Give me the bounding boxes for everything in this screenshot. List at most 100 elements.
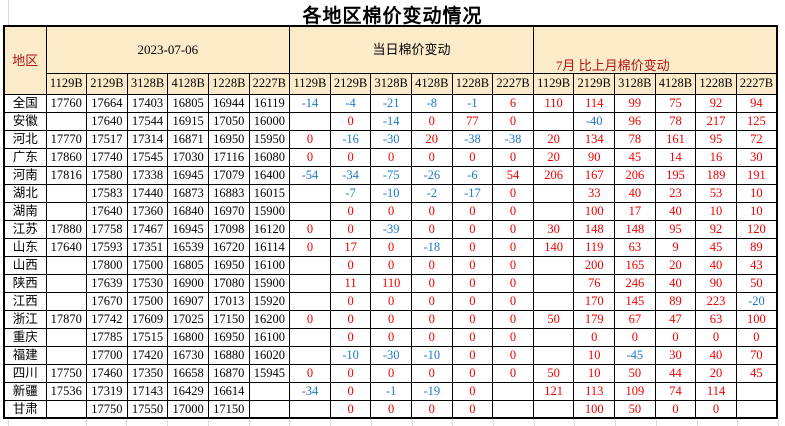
region-cell: 江苏 bbox=[3, 219, 47, 239]
monthly-change-cell: 223 bbox=[695, 291, 737, 311]
daily-change-cell: -10 bbox=[329, 345, 372, 365]
monthly-change-cell: 119 bbox=[573, 237, 616, 257]
daily-change-cell: 0 bbox=[492, 363, 534, 383]
daily-change-cell: -21 bbox=[370, 93, 412, 113]
daily-change-cell bbox=[289, 273, 331, 293]
daily-change-cell: -26 bbox=[410, 165, 453, 185]
price-cell: 17544 bbox=[126, 111, 169, 131]
daily-change-cell: 0 bbox=[329, 147, 372, 167]
price-cell: 17030 bbox=[167, 147, 209, 167]
daily-change-cell bbox=[289, 183, 331, 203]
monthly-change-cell: 40 bbox=[695, 255, 737, 275]
table-row: 山东 17640 17593 17351 16539 16720 16114 0 17 0 -18 0… bbox=[3, 237, 778, 257]
region-cell: 浙江 bbox=[3, 309, 47, 329]
excel-gridline bbox=[533, 420, 535, 426]
monthly-change-cell: 30 bbox=[532, 219, 575, 239]
monthly-change-cell: 167 bbox=[573, 165, 616, 185]
price-cell: 16800 bbox=[167, 327, 209, 347]
monthly-change-cell: 45 bbox=[614, 147, 656, 167]
price-cell: 16805 bbox=[167, 93, 209, 113]
monthly-change-cell: 40 bbox=[695, 345, 737, 365]
daily-change-cell: -30 bbox=[370, 345, 412, 365]
daily-change-cell: 0 bbox=[451, 255, 494, 275]
table-body: 全国 17760 17664 17403 16805 16944 16119 -14 -4 -21… bbox=[3, 93, 778, 419]
monthly-change-cell: 76 bbox=[573, 273, 616, 293]
region-cell: 甘肃 bbox=[3, 399, 47, 419]
daily-change-cell: 0 bbox=[451, 309, 494, 329]
daily-change-cell: 0 bbox=[451, 291, 494, 311]
price-cell: 17860 bbox=[45, 147, 88, 167]
monthly-change-cell: 191 bbox=[735, 165, 778, 185]
monthly-change-cell: 67 bbox=[614, 309, 656, 329]
daily-change-cell: 0 bbox=[451, 219, 494, 239]
daily-change-cell: 0 bbox=[289, 147, 331, 167]
monthly-change-cell: 10 bbox=[573, 345, 616, 365]
price-cell: 17609 bbox=[126, 309, 169, 329]
daily-change-cell: 0 bbox=[289, 129, 331, 149]
table-row: 全国 17760 17664 17403 16805 16944 16119 -14 -4 -21… bbox=[3, 93, 778, 113]
section-header-monthly-change: 7月 比上月棉价变动 bbox=[532, 25, 778, 74]
price-cell: 17740 bbox=[86, 147, 128, 167]
price-cell: 17583 bbox=[86, 183, 128, 203]
price-cell: 16805 bbox=[167, 255, 209, 275]
region-cell: 广东 bbox=[3, 147, 47, 167]
daily-change-cell bbox=[289, 201, 331, 221]
price-cell: 16119 bbox=[248, 93, 291, 113]
daily-change-cell: -75 bbox=[370, 165, 412, 185]
monthly-change-cell: 10 bbox=[695, 201, 737, 221]
region-cell: 新疆 bbox=[3, 381, 47, 401]
monthly-change-cell: 92 bbox=[695, 219, 737, 239]
daily-change-cell: -54 bbox=[289, 165, 331, 185]
monthly-change-cell: 47 bbox=[654, 309, 697, 329]
monthly-change-cell: 109 bbox=[614, 381, 656, 401]
page-title: 各地区棉价变动情况 bbox=[302, 6, 483, 27]
daily-change-cell: 0 bbox=[329, 255, 372, 275]
daily-change-cell bbox=[289, 345, 331, 365]
price-cell: 17536 bbox=[45, 381, 88, 401]
monthly-change-cell: 206 bbox=[532, 165, 575, 185]
monthly-change-cell bbox=[532, 255, 575, 275]
monthly-change-cell: 246 bbox=[614, 273, 656, 293]
daily-change-cell: 0 bbox=[289, 237, 331, 257]
daily-change-cell: -16 bbox=[329, 129, 372, 149]
price-cell: 17870 bbox=[45, 309, 88, 329]
daily-change-cell: 0 bbox=[451, 381, 494, 401]
excel-gridline bbox=[330, 420, 332, 426]
daily-change-cell: 0 bbox=[289, 309, 331, 329]
price-cell bbox=[45, 111, 88, 131]
table-row: 湖北 17583 17440 16873 16883 16015 -7 -10 -2 -17 0 33… bbox=[3, 183, 778, 203]
daily-change-cell: 0 bbox=[410, 363, 453, 383]
daily-change-cell: -2 bbox=[410, 183, 453, 203]
price-cell: 17800 bbox=[86, 255, 128, 275]
price-cell: 16429 bbox=[167, 381, 209, 401]
monthly-change-cell: 78 bbox=[614, 129, 656, 149]
price-cell: 16907 bbox=[167, 291, 209, 311]
monthly-change-cell: 125 bbox=[735, 111, 778, 131]
column-header-grade: 3128B bbox=[126, 72, 169, 95]
monthly-change-cell: 189 bbox=[695, 165, 737, 185]
section-header-daily-change: 当日棉价变动 bbox=[289, 25, 534, 74]
daily-change-cell: 0 bbox=[492, 237, 534, 257]
column-header-grade: 1129B bbox=[289, 72, 331, 95]
price-cell: 16873 bbox=[167, 183, 209, 203]
monthly-change-cell bbox=[735, 381, 778, 401]
daily-change-cell: -38 bbox=[451, 129, 494, 149]
monthly-change-cell: 40 bbox=[654, 273, 697, 293]
monthly-change-cell: 10 bbox=[735, 183, 778, 203]
monthly-change-cell: -40 bbox=[573, 111, 616, 131]
daily-change-cell: 0 bbox=[329, 201, 372, 221]
daily-change-cell: 0 bbox=[410, 219, 453, 239]
monthly-change-cell: 165 bbox=[614, 255, 656, 275]
monthly-change-cell: 74 bbox=[654, 381, 697, 401]
monthly-change-cell: 100 bbox=[573, 201, 616, 221]
price-cell: 16000 bbox=[248, 111, 291, 131]
price-cell: 16614 bbox=[207, 381, 250, 401]
daily-change-cell: 0 bbox=[451, 327, 494, 347]
table-row: 新疆 17536 17319 17143 16429 16614 -34 0 -1 -19 0 121… bbox=[3, 381, 778, 401]
monthly-change-cell: 0 bbox=[654, 399, 697, 419]
price-cell: 17314 bbox=[126, 129, 169, 149]
monthly-change-cell: 45 bbox=[695, 237, 737, 257]
price-cell: 17593 bbox=[86, 237, 128, 257]
daily-change-cell: 0 bbox=[410, 255, 453, 275]
daily-change-cell: -8 bbox=[410, 93, 453, 113]
